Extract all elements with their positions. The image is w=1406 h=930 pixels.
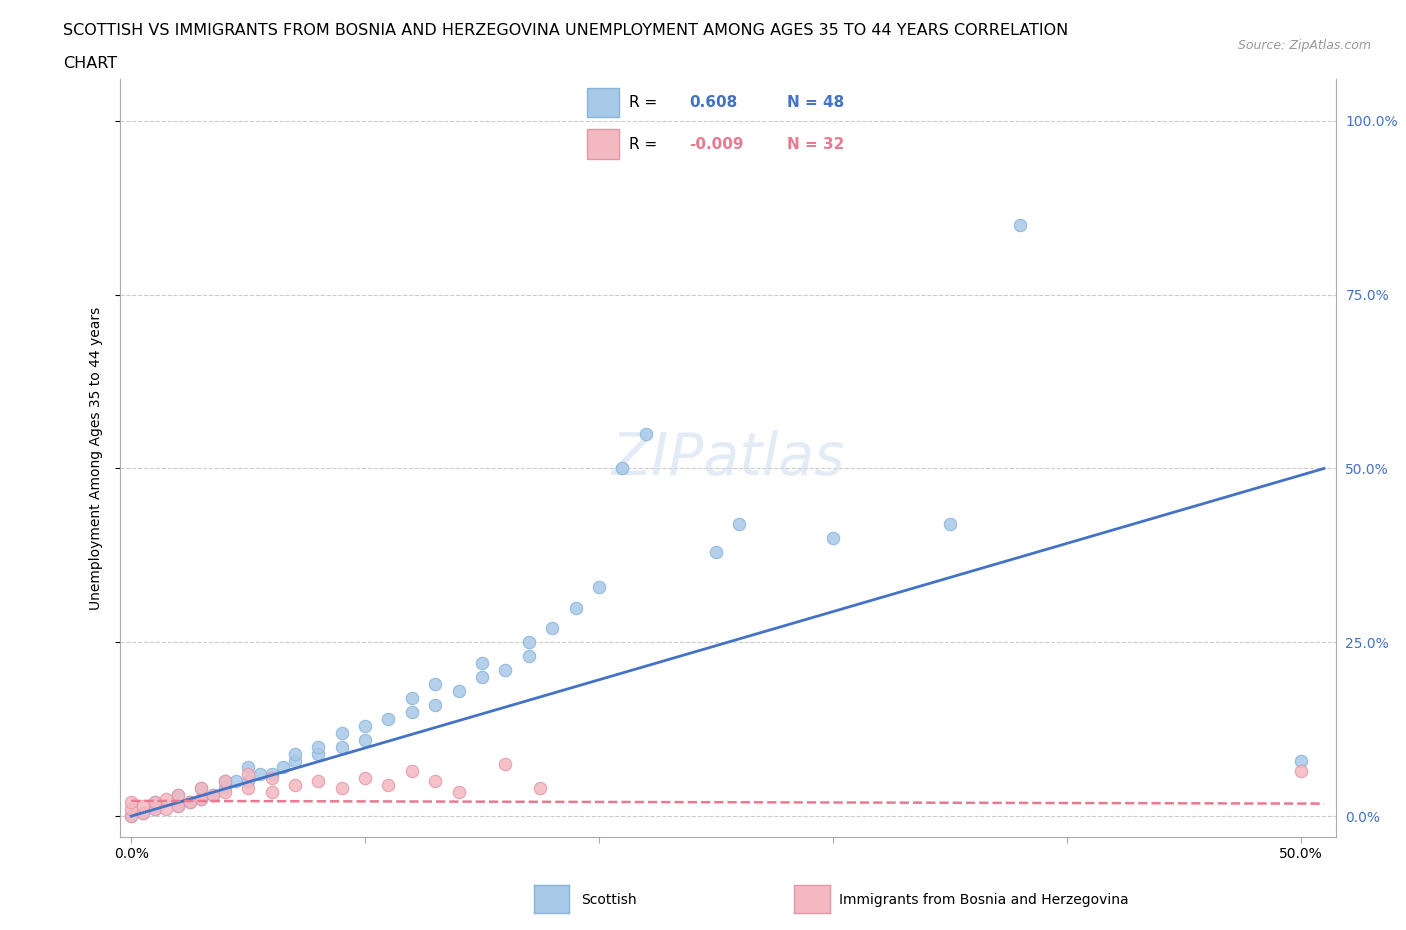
Point	[307, 774, 329, 789]
Point	[120, 809, 142, 824]
Text: SCOTTISH VS IMMIGRANTS FROM BOSNIA AND HERZEGOVINA UNEMPLOYMENT AMONG AGES 35 TO: SCOTTISH VS IMMIGRANTS FROM BOSNIA AND H…	[63, 23, 1069, 38]
Point	[612, 461, 634, 476]
Text: Scottish: Scottish	[581, 893, 637, 908]
Point	[132, 798, 155, 813]
Point	[330, 781, 353, 796]
Point	[425, 698, 447, 712]
Point	[377, 711, 399, 726]
Point	[179, 795, 201, 810]
Point	[330, 739, 353, 754]
Point	[249, 767, 271, 782]
Point	[271, 760, 294, 775]
Point	[143, 802, 166, 817]
Point	[260, 770, 283, 785]
Text: N = 48: N = 48	[787, 95, 845, 110]
Point	[1289, 764, 1312, 778]
Point	[132, 805, 155, 820]
Point	[354, 732, 377, 747]
Point	[155, 802, 177, 817]
Point	[236, 767, 259, 782]
Point	[179, 795, 201, 810]
Point	[1289, 753, 1312, 768]
Point	[517, 635, 540, 650]
Point	[167, 788, 190, 803]
Point	[471, 670, 494, 684]
Point	[471, 656, 494, 671]
Point	[236, 760, 259, 775]
Y-axis label: Unemployment Among Ages 35 to 44 years: Unemployment Among Ages 35 to 44 years	[89, 306, 103, 610]
Point	[425, 677, 447, 692]
Point	[190, 781, 212, 796]
Point	[225, 774, 247, 789]
Point	[377, 777, 399, 792]
Point	[143, 795, 166, 810]
Point	[120, 802, 142, 817]
Text: Immigrants from Bosnia and Herzegovina: Immigrants from Bosnia and Herzegovina	[839, 893, 1129, 908]
FancyBboxPatch shape	[586, 88, 619, 117]
Point	[167, 798, 190, 813]
Point	[120, 809, 142, 824]
Point	[214, 774, 236, 789]
Point	[120, 795, 142, 810]
Point	[564, 600, 586, 615]
Point	[330, 725, 353, 740]
Point	[307, 739, 329, 754]
Point	[190, 781, 212, 796]
Point	[517, 649, 540, 664]
Text: 0.608: 0.608	[689, 95, 737, 110]
Point	[588, 579, 610, 594]
Point	[401, 704, 423, 719]
Point	[307, 746, 329, 761]
Text: CHART: CHART	[63, 56, 117, 71]
Point	[354, 718, 377, 733]
Text: -0.009: -0.009	[689, 137, 744, 152]
Point	[939, 517, 962, 532]
Point	[401, 690, 423, 705]
Point	[236, 774, 259, 789]
Text: R =: R =	[630, 137, 658, 152]
Point	[401, 764, 423, 778]
Point	[284, 753, 307, 768]
Point	[202, 788, 225, 803]
Point	[821, 530, 844, 545]
Point	[634, 426, 657, 441]
Point	[284, 777, 307, 792]
Point	[447, 684, 470, 698]
Point	[494, 756, 516, 771]
Point	[190, 791, 212, 806]
Point	[202, 788, 225, 803]
Point	[236, 781, 259, 796]
Point	[447, 784, 470, 799]
Point	[728, 517, 751, 532]
Point	[541, 621, 564, 636]
Point	[494, 663, 516, 678]
Point	[167, 788, 190, 803]
Text: Source: ZipAtlas.com: Source: ZipAtlas.com	[1237, 39, 1371, 52]
Point	[190, 791, 212, 806]
Point	[155, 791, 177, 806]
Point	[425, 774, 447, 789]
Point	[1008, 218, 1031, 232]
Point	[143, 795, 166, 810]
Point	[214, 784, 236, 799]
Point	[354, 770, 377, 785]
Point	[260, 784, 283, 799]
Point	[132, 805, 155, 820]
Text: ZIPatlas: ZIPatlas	[610, 430, 845, 486]
FancyBboxPatch shape	[586, 129, 619, 159]
Point	[214, 774, 236, 789]
Point	[284, 746, 307, 761]
Point	[143, 802, 166, 817]
Text: R =: R =	[630, 95, 658, 110]
Point	[260, 767, 283, 782]
Point	[167, 798, 190, 813]
Point	[704, 544, 727, 559]
Point	[214, 781, 236, 796]
Text: N = 32: N = 32	[787, 137, 845, 152]
Point	[529, 781, 551, 796]
